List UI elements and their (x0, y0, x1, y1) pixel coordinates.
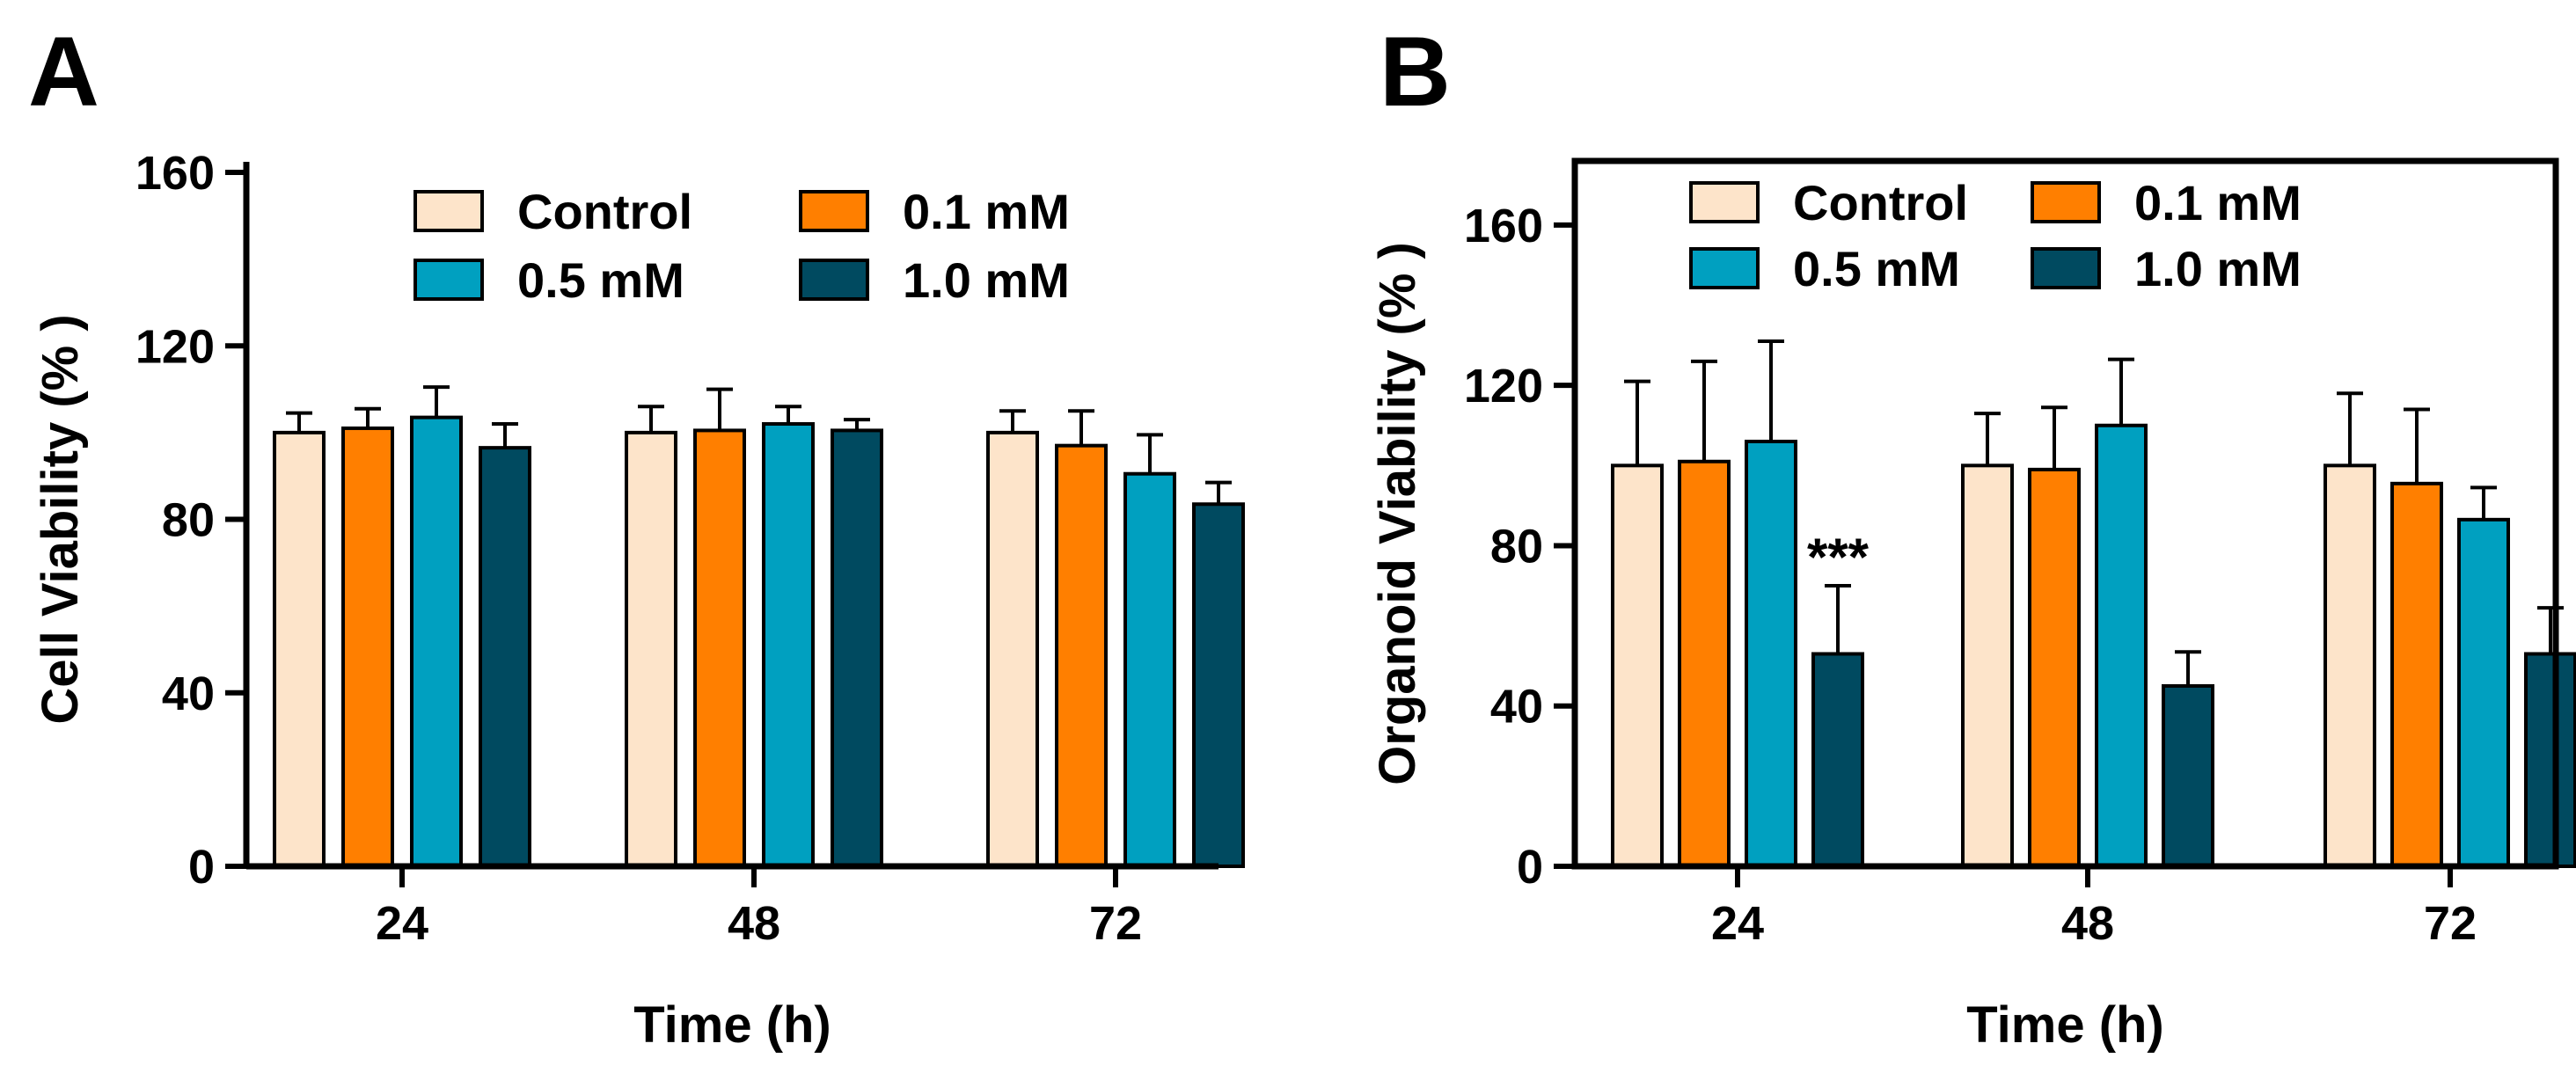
legend: Control 0.1 mM 0.5 mM 1.0 mM (1689, 175, 2302, 296)
legend-label: 0.5 mM (1793, 241, 1960, 296)
bar (479, 446, 531, 868)
bar (1745, 439, 1797, 868)
legend-swatch (1689, 181, 1760, 223)
legend-label: 1.0 mM (2134, 241, 2302, 296)
bar (831, 428, 883, 868)
y-tick-label: 0 (1517, 841, 1543, 894)
y-tick-label: 120 (135, 320, 215, 373)
y-tick-label: 0 (188, 841, 215, 894)
legend-swatch (1689, 247, 1760, 289)
legend-label: 0.5 mM (517, 252, 684, 308)
bar (1055, 443, 1108, 868)
legend-swatch (799, 190, 869, 232)
legend-label: 1.0 mM (903, 252, 1070, 308)
bar (1123, 471, 1176, 868)
plot-frame (1571, 157, 2559, 870)
bar (2390, 481, 2443, 868)
x-tick-label: 48 (2061, 897, 2114, 950)
legend-swatch (2031, 247, 2101, 289)
chart-panel-b: B *** 0 40 80 120 160 24 48 72 Time (h) Organoid Vi… (1369, 17, 2576, 1054)
chart-panel-a: A 0 40 80 120 160 24 48 72 Time (h) Cell Viability… (28, 17, 1245, 1054)
legend-label: 0.1 mM (903, 184, 1070, 239)
bar (2162, 683, 2214, 868)
significance-annotation: *** (1807, 528, 1870, 587)
bar (2457, 517, 2510, 868)
bar (762, 422, 815, 868)
bar (1811, 652, 1864, 869)
legend-label: Control (517, 184, 692, 239)
x-tick-label: 72 (1089, 897, 1142, 950)
y-tick-label: 160 (135, 147, 215, 200)
bar (2095, 423, 2148, 868)
bar (341, 426, 394, 868)
bar (986, 430, 1039, 868)
x-tick-label: 24 (376, 897, 428, 950)
legend-swatch (799, 259, 869, 301)
y-tick-label: 80 (162, 494, 215, 547)
y-axis-title: Cell Viability (% ) (32, 314, 89, 724)
y-axis-title: Organoid Viability (% ) (1369, 242, 1426, 785)
x-axis-title: Time (h) (633, 996, 831, 1054)
bar (273, 430, 326, 868)
x-tick-label: 24 (1711, 897, 1764, 950)
bar (2028, 467, 2081, 868)
bar (693, 428, 746, 868)
legend-swatch (413, 190, 484, 232)
bar (410, 415, 463, 868)
y-tick-label: 160 (1464, 200, 1543, 252)
legend-label: 0.1 mM (2134, 175, 2302, 230)
legend-swatch (2031, 181, 2101, 223)
x-tick-label: 72 (2424, 897, 2477, 950)
legend-swatch (413, 259, 484, 301)
bar (2324, 463, 2376, 868)
legend: Control 0.1 mM 0.5 mM 1.0 mM (413, 184, 1070, 308)
panel-label: B (1379, 17, 1451, 127)
bar (1611, 463, 1664, 868)
bar (1961, 463, 2014, 868)
x-tick-label: 48 (728, 897, 780, 950)
y-tick-label: 40 (1490, 681, 1543, 733)
bar (2524, 652, 2576, 869)
bar (625, 430, 677, 868)
bar (1192, 502, 1245, 868)
y-tick-label: 40 (162, 668, 215, 720)
bar (1678, 459, 1731, 868)
x-axis-title: Time (h) (1966, 996, 2164, 1054)
legend-label: Control (1793, 175, 1968, 230)
y-tick-label: 80 (1490, 520, 1543, 573)
panel-label: A (28, 17, 99, 127)
y-tick-label: 120 (1464, 360, 1543, 412)
